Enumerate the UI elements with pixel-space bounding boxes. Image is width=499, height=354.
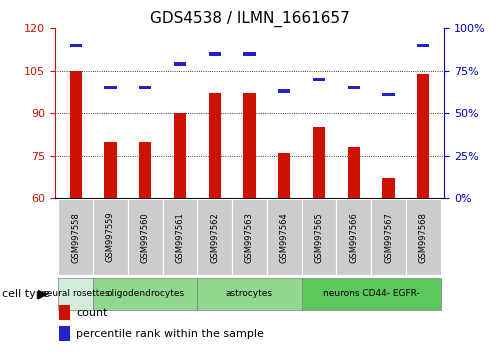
FancyBboxPatch shape	[93, 199, 128, 275]
FancyBboxPatch shape	[198, 199, 232, 275]
Text: GSM997566: GSM997566	[349, 212, 358, 263]
Text: GSM997568: GSM997568	[419, 212, 428, 263]
Title: GDS4538 / ILMN_1661657: GDS4538 / ILMN_1661657	[150, 11, 349, 27]
Bar	[70, 44, 82, 47]
Bar	[313, 127, 325, 198]
Text: GSM997567: GSM997567	[384, 212, 393, 263]
Text: GSM997563: GSM997563	[245, 212, 254, 263]
Bar	[244, 93, 255, 198]
Text: oligodendrocytes: oligodendrocytes	[106, 289, 184, 298]
Bar	[209, 93, 221, 198]
Bar	[174, 113, 186, 198]
Text: neural rosettes: neural rosettes	[41, 289, 110, 298]
FancyBboxPatch shape	[93, 278, 198, 310]
FancyBboxPatch shape	[301, 199, 336, 275]
Bar	[139, 86, 151, 90]
Bar	[417, 44, 429, 47]
Bar	[278, 90, 290, 93]
Text: count: count	[76, 308, 108, 318]
Text: GSM997561: GSM997561	[176, 212, 185, 263]
Bar	[104, 142, 117, 198]
Bar	[313, 78, 325, 81]
Text: ▶: ▶	[38, 287, 47, 300]
Text: GSM997559: GSM997559	[106, 212, 115, 263]
Bar	[417, 74, 429, 198]
Text: GSM997562: GSM997562	[210, 212, 219, 263]
Bar	[244, 52, 255, 56]
Bar	[59, 326, 70, 341]
FancyBboxPatch shape	[406, 199, 441, 275]
FancyBboxPatch shape	[371, 199, 406, 275]
Text: cell type: cell type	[2, 289, 50, 299]
FancyBboxPatch shape	[336, 199, 371, 275]
Bar	[70, 71, 82, 198]
FancyBboxPatch shape	[267, 199, 301, 275]
Bar	[139, 142, 151, 198]
Text: GSM997565: GSM997565	[314, 212, 323, 263]
FancyBboxPatch shape	[58, 278, 93, 310]
FancyBboxPatch shape	[128, 199, 163, 275]
Bar	[382, 93, 395, 96]
FancyBboxPatch shape	[58, 199, 93, 275]
Text: neurons CD44- EGFR-: neurons CD44- EGFR-	[323, 289, 420, 298]
Bar	[348, 147, 360, 198]
Text: astrocytes: astrocytes	[226, 289, 273, 298]
Bar	[209, 52, 221, 56]
Text: GSM997558: GSM997558	[71, 212, 80, 263]
FancyBboxPatch shape	[232, 199, 267, 275]
Bar	[104, 86, 117, 90]
FancyBboxPatch shape	[301, 278, 441, 310]
Bar	[382, 178, 395, 198]
FancyBboxPatch shape	[163, 199, 198, 275]
Bar	[174, 62, 186, 66]
Text: percentile rank within the sample: percentile rank within the sample	[76, 329, 264, 339]
Bar	[348, 86, 360, 90]
Text: GSM997560: GSM997560	[141, 212, 150, 263]
FancyBboxPatch shape	[198, 278, 301, 310]
Text: GSM997564: GSM997564	[280, 212, 289, 263]
Bar	[59, 305, 70, 320]
Bar	[278, 153, 290, 198]
